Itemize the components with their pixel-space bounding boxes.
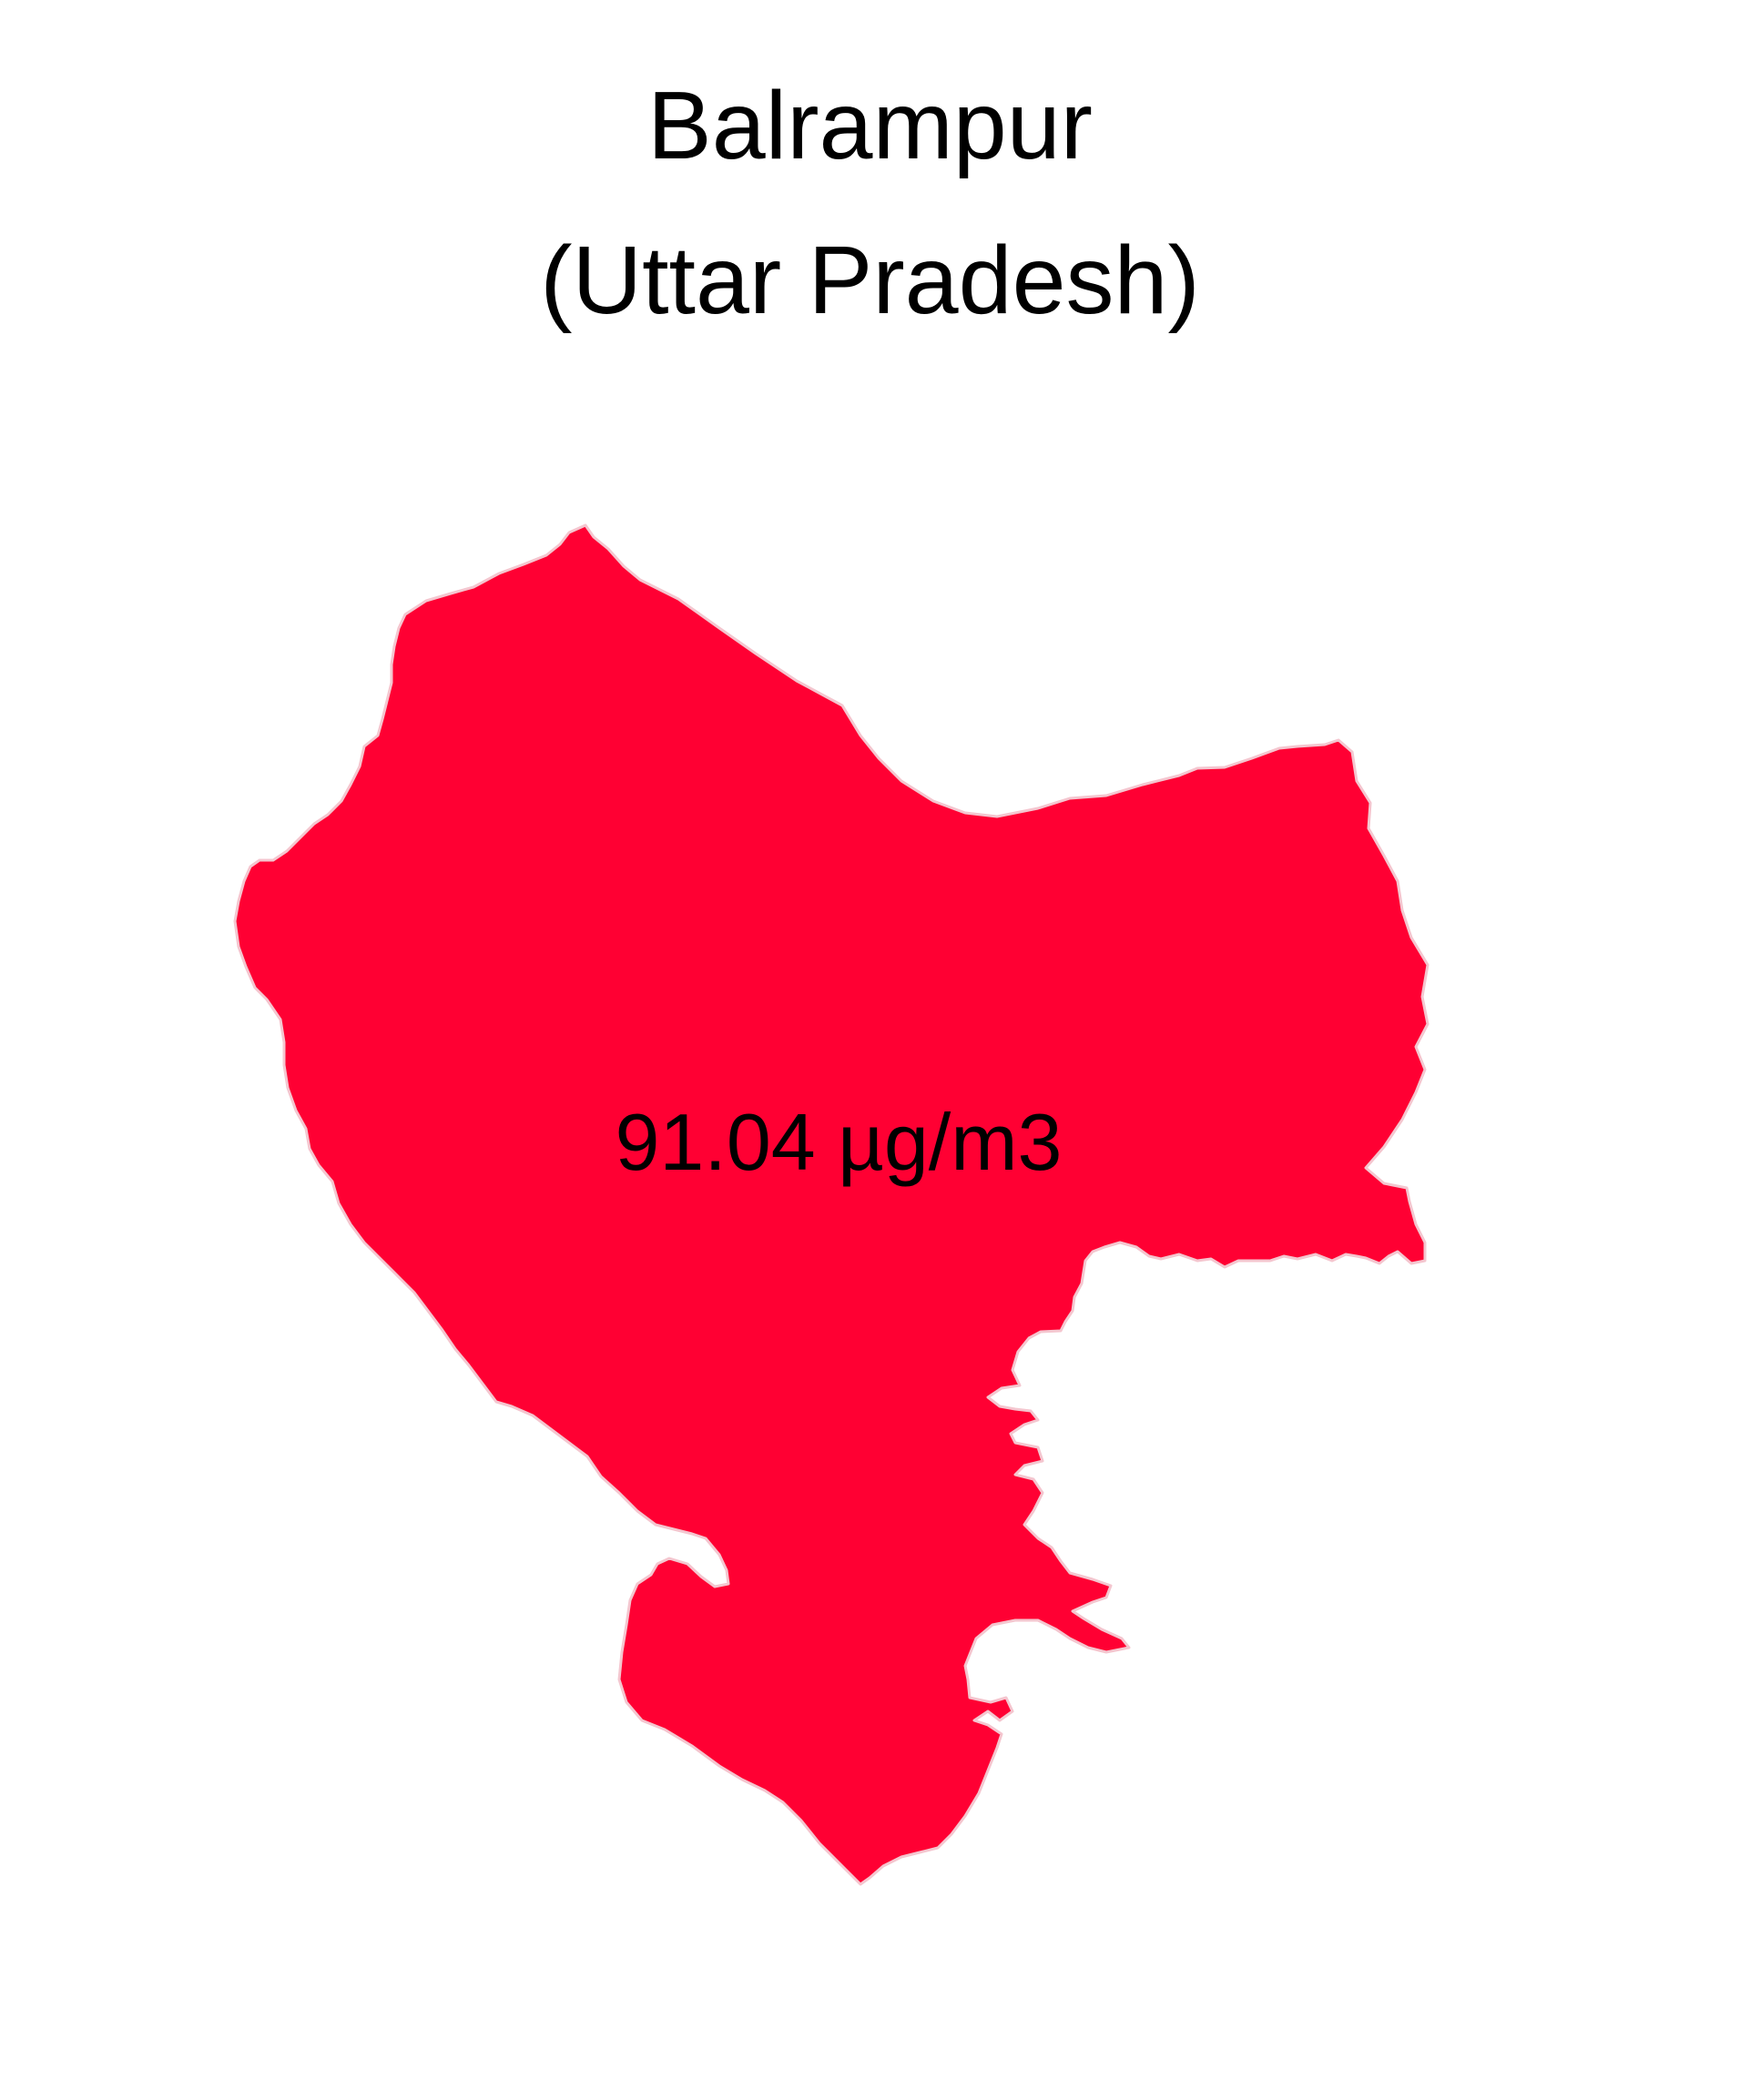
- district-boundary-shape: [233, 523, 1430, 1886]
- map-title-state: (Uttar Pradesh): [540, 227, 1200, 334]
- map-title-district: Balrampur: [647, 72, 1093, 179]
- district-value-label: 91.04 µg/m3: [615, 1097, 1062, 1187]
